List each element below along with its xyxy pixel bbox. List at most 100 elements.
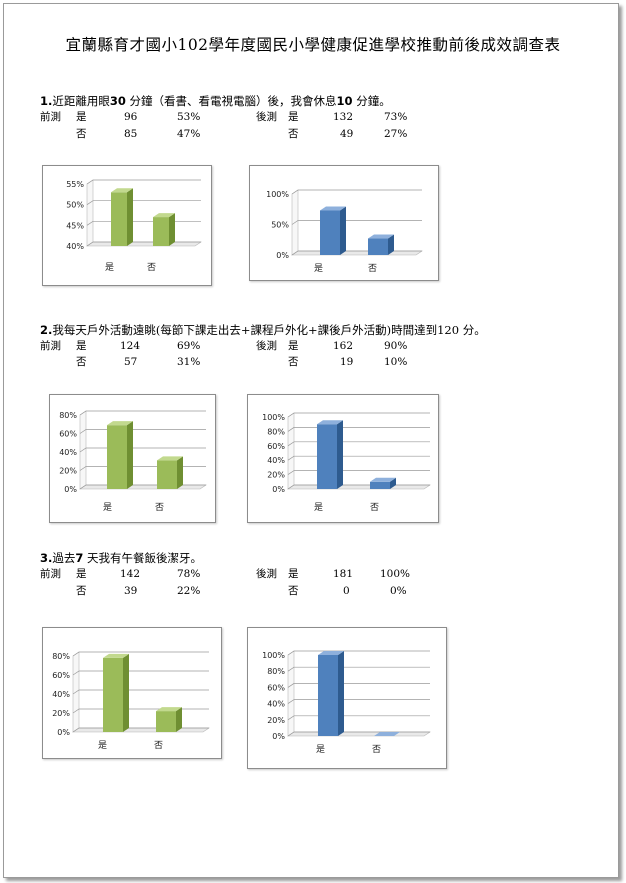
bar-yes-side	[340, 206, 346, 255]
category-label: 是	[98, 740, 107, 751]
bar-no-top	[153, 213, 175, 218]
bar-no-front	[370, 481, 390, 489]
bar-no-side	[388, 234, 394, 255]
gridline	[79, 447, 206, 453]
chart-q1-pre: 40% 45% 50% 55% 是 否	[42, 165, 212, 286]
bar-yes	[107, 421, 133, 489]
document-title: 宜蘭縣育才國小102學年度國民小學健康促進學校推動前後成效調查表	[65, 36, 561, 54]
bar-no	[156, 707, 182, 732]
bar-no-top	[157, 456, 183, 461]
category-label: 是	[103, 502, 112, 513]
y-tick-label: 55%	[66, 180, 84, 189]
bar-yes-top	[317, 420, 343, 425]
bar-yes-top	[111, 188, 133, 193]
answer-label: 否	[76, 128, 87, 140]
y-tick-label: 80%	[267, 427, 285, 436]
post-count: 162	[333, 340, 354, 352]
y-tick-label: 50%	[271, 221, 289, 230]
pre-percent: 69%	[177, 340, 201, 352]
post-count: 19	[340, 356, 354, 368]
gridline	[287, 683, 430, 688]
gridline	[287, 650, 430, 656]
question-1-number: 1.	[40, 94, 53, 108]
chart-q2-post-svg: 0% 20% 40% 60% 80% 100% 是 否	[262, 412, 431, 513]
category-label: 否	[147, 262, 156, 273]
bar-yes-front	[320, 210, 340, 255]
bar-no-side	[390, 477, 396, 489]
pre-count: 96	[124, 111, 138, 123]
bar-no-front	[368, 238, 388, 255]
category-label: 是	[316, 744, 325, 755]
category-label: 是	[105, 262, 114, 273]
pre-test-label: 前測	[40, 111, 61, 123]
y-tick-label: 40%	[66, 242, 84, 251]
category-label: 是	[314, 263, 323, 274]
answer-label: 否	[76, 585, 87, 597]
post-test-label: 後測	[256, 340, 277, 352]
category-label: 否	[155, 502, 164, 513]
post-percent: 0%	[390, 585, 407, 597]
question-2-title: 2.我每天戶外活動遠眺(每節下課走出去+課程戶外化+課後戶外活動)時間達到120…	[40, 322, 486, 338]
question-3-text-a: 過去	[52, 551, 76, 565]
answer-label: 是	[288, 340, 299, 352]
bar-yes	[111, 188, 133, 246]
post-percent: 27%	[384, 128, 408, 140]
gridline	[79, 466, 206, 471]
pre-test-label: 前測	[40, 568, 61, 580]
y-tick-label: 20%	[267, 716, 285, 725]
bar-no-front	[156, 711, 176, 732]
chart-q1-post-svg: 0% 50% 100% 是 否	[266, 189, 423, 274]
question-3-text-b: 天我有午餐飯後潔牙。	[83, 551, 203, 565]
bar-yes-top	[320, 206, 346, 211]
bar-yes-side	[123, 653, 129, 732]
y-tick-label: 40%	[52, 690, 70, 699]
answer-label: 是	[76, 111, 87, 123]
pre-count: 39	[124, 585, 138, 597]
post-test-label: 後測	[256, 111, 277, 123]
y-tick-label: 40%	[267, 456, 285, 465]
question-1-title: 1.近距離用眼30 分鐘（看書、看電視電腦）後，我會休息10 分鐘。	[40, 93, 391, 109]
y-tick-label: 80%	[267, 667, 285, 676]
answer-label: 否	[76, 356, 87, 368]
gridline	[86, 220, 201, 226]
y-tick-label: 50%	[66, 201, 84, 210]
category-label: 否	[370, 502, 379, 513]
answer-label: 是	[288, 111, 299, 123]
answer-label: 否	[288, 585, 299, 597]
gridline	[287, 699, 430, 704]
chart-q3-pre-svg: 0% 20% 40% 60% 80% 是 否	[52, 651, 210, 751]
bar-no-front	[157, 460, 177, 489]
gridline	[86, 179, 201, 185]
post-count: 0	[343, 585, 350, 597]
pre-count: 124	[120, 340, 141, 352]
y-tick-label: 40%	[59, 448, 77, 457]
post-percent: 100%	[380, 568, 411, 580]
chart-q1-post: 0% 50% 100% 是 否	[249, 165, 439, 281]
y-tick-label: 60%	[59, 430, 77, 439]
bar-yes-side	[127, 188, 133, 246]
bar-yes	[103, 653, 129, 732]
bar-no-side	[177, 456, 183, 489]
bar-no	[374, 732, 400, 737]
bar-yes-front	[111, 192, 127, 246]
y-tick-label: 45%	[66, 221, 84, 230]
y-tick-label: 0%	[272, 485, 285, 494]
question-3-title: 3.過去7 天我有午餐飯後潔牙。	[40, 550, 202, 566]
gridline	[72, 670, 209, 676]
y-tick-label: 60%	[52, 671, 70, 680]
bar-no	[370, 477, 396, 489]
gridline	[291, 189, 422, 195]
gridline	[79, 429, 206, 434]
question-1-text-a: 近距離用眼	[52, 94, 110, 108]
answer-label: 否	[288, 356, 299, 368]
y-tick-label: 100%	[266, 190, 289, 199]
bar-yes-side	[127, 421, 133, 489]
gridline	[291, 220, 422, 225]
bar-yes-front	[317, 424, 337, 489]
y-tick-label: 60%	[267, 442, 285, 451]
bar-yes-front	[318, 655, 338, 736]
bar-no-top	[368, 234, 394, 239]
bar-yes-front	[107, 425, 127, 489]
y-tick-label: 0%	[64, 485, 77, 494]
bar-yes-top	[107, 421, 133, 426]
